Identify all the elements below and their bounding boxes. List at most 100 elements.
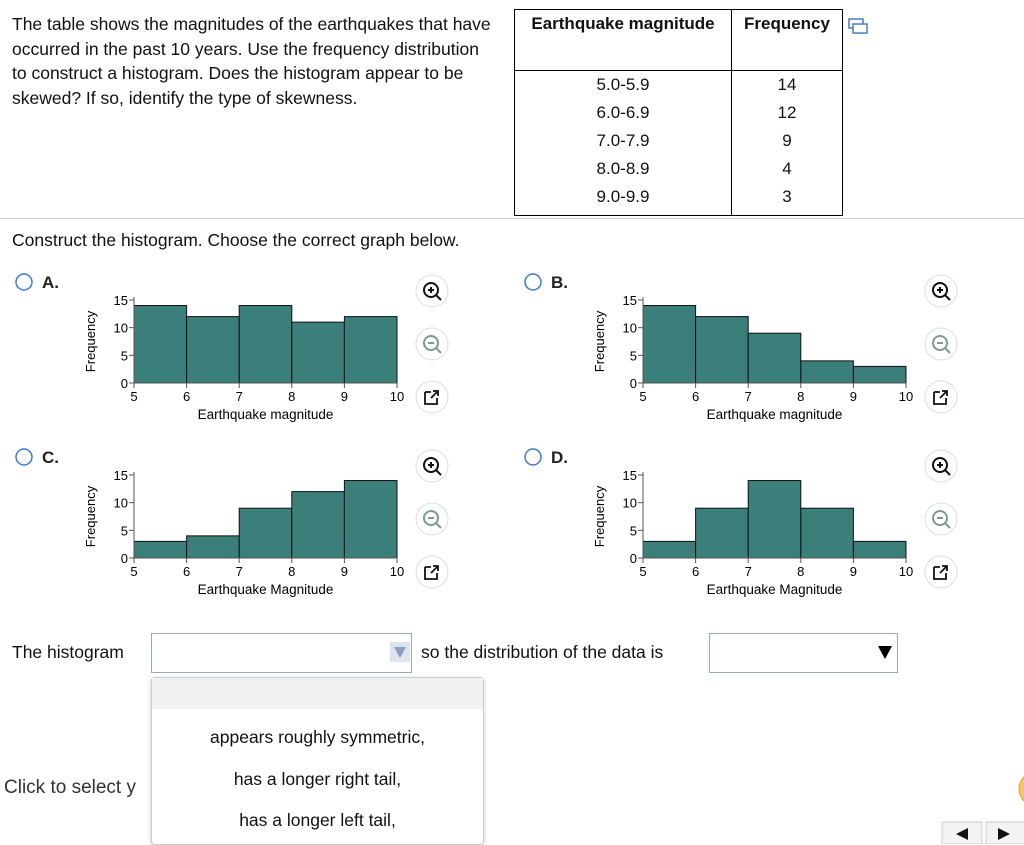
menu-choice[interactable]: has a longer left tail, [239,810,396,830]
instruction: Construct the histogram. Choose the corr… [12,230,460,250]
y-tick-label: 15 [114,468,128,483]
histogram-bar [852,365,907,384]
y-tick-label: 15 [623,468,637,483]
y-axis-label: Frequency [83,485,98,547]
y-tick-label: 0 [630,376,637,391]
histogram-bar [642,305,697,384]
x-tick-label: 7 [236,564,243,579]
zoom-in-button[interactable] [924,449,958,483]
popout-button[interactable] [924,555,958,589]
radio-button[interactable] [524,273,542,291]
zoom-out-button[interactable] [415,502,449,536]
icon [937,287,951,301]
y-tick-label: 10 [114,321,128,336]
x-tick-label: 7 [745,564,752,579]
x-tick-label: 6 [183,564,190,579]
y-tick-label: 5 [630,523,637,538]
popout-button[interactable] [415,555,449,589]
question: The table shows the magnitudes of the ea… [12,14,491,108]
radio-button[interactable] [15,448,33,466]
answer-prefix: The histogram [12,642,124,662]
x-tick-label: 5 [130,389,137,404]
y-tick-label: 15 [114,293,128,308]
option-label: B. [551,273,568,292]
zoom-out-button[interactable] [415,327,449,361]
icon [423,282,439,298]
copy-icon[interactable] [846,16,870,36]
icon [932,335,948,351]
y-tick-label: 0 [121,551,128,566]
table-cell: 7.0-7.9 [514,127,732,155]
y-tick-label: 0 [630,551,637,566]
dropdown[interactable] [151,633,412,673]
table-cell: 6.0-6.9 [514,99,732,127]
y-tick-label: 10 [114,496,128,511]
histogram-bar [800,360,854,384]
y-axis-label: Frequency [592,485,607,547]
x-axis-label: Earthquake magnitude [198,407,334,422]
x-tick-label: 8 [288,564,295,579]
x-tick-label: 10 [390,389,404,404]
y-tick-label: 5 [121,348,128,363]
table-cell: 9.0-9.9 [514,183,732,216]
dropdown[interactable] [709,633,898,673]
y-tick-label: 0 [121,376,128,391]
nav-controls [941,772,1024,844]
icon [424,565,439,580]
menu-choice[interactable]: appears roughly symmetric, [210,727,425,747]
frequency-table: Earthquake magnitude Frequency 5.0-5.9 14… [514,9,843,216]
table-cell: 3 [731,183,843,216]
table-header: Earthquake magnitude [514,9,732,71]
y-tick-label: 5 [630,348,637,363]
menu-blank-row[interactable] [152,678,483,709]
icon [937,462,951,476]
x-axis-label: Earthquake Magnitude [198,582,334,597]
icon [423,510,439,526]
popout-button[interactable] [415,380,449,414]
x-tick-label: 7 [745,389,752,404]
histogram-bar [695,507,749,559]
table-header: Frequency [731,9,843,71]
menu-choice[interactable]: has a longer right tail, [233,768,402,789]
histogram-bar [747,480,802,559]
x-tick-label: 8 [797,389,804,404]
icon [424,390,439,405]
divider [0,218,1024,219]
zoom-out-button[interactable] [924,327,958,361]
x-tick-label: 7 [236,389,243,404]
x-tick-label: 10 [390,564,404,579]
zoom-in-button[interactable] [415,449,449,483]
icon [423,335,439,351]
zoom-in-button[interactable] [924,274,958,308]
y-tick-label: 15 [623,293,637,308]
histogram-bar [133,305,188,384]
option-label: C. [42,448,59,467]
histogram-bar [800,507,854,559]
table-cell: 9 [731,127,843,155]
zoom-out-button[interactable] [924,502,958,536]
icon [428,462,442,476]
x-tick-label: 9 [341,389,348,404]
histogram-bar [747,332,802,384]
footer-hint: Click to select y [4,777,136,798]
histogram-bar [695,316,749,384]
icon [933,565,948,580]
popout-button[interactable] [924,380,958,414]
histogram-bar [291,321,345,384]
radio-button[interactable] [15,273,33,291]
zoom-in-button[interactable] [415,274,449,308]
help-button[interactable] [1018,772,1024,806]
dropdown-menu: appears roughly symmetric, has a longer r… [151,677,484,845]
x-tick-label: 6 [183,389,190,404]
table-cell: 14 [731,70,843,99]
x-tick-label: 6 [692,564,699,579]
dropdown-arrow [390,642,410,662]
table-cell: 4 [731,155,843,183]
icon [428,342,442,354]
icon [428,287,442,301]
radio-button[interactable] [524,448,542,466]
y-axis-label: Frequency [83,310,98,372]
x-tick-label: 6 [692,389,699,404]
